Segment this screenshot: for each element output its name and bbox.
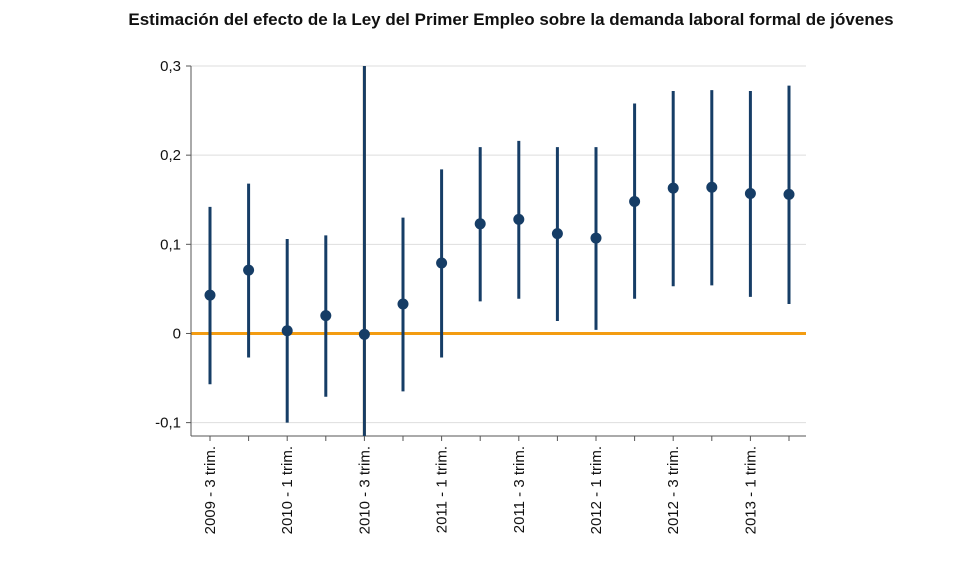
point-estimate: [281, 325, 293, 337]
tick-labels: 0,3 0,2 0,1 0 -0,1 2009 - 3 trim. 2010 - 1 tri…: [155, 58, 759, 534]
data-points: [204, 66, 795, 436]
point-estimate: [590, 232, 602, 244]
y-tick-label: 0: [173, 325, 181, 342]
point-estimate: [783, 188, 795, 200]
point-estimate: [706, 181, 718, 193]
x-tick-label: 2011 - 1 trim.: [434, 446, 451, 533]
point-estimate: [320, 310, 332, 322]
point-estimate: [204, 289, 216, 301]
x-tick-label: 2013 - 1 trim.: [742, 446, 759, 534]
point-estimate: [243, 264, 255, 276]
x-tick-label: 2010 - 1 trim.: [279, 446, 296, 534]
grid-lines: [191, 65, 806, 424]
point-estimate: [436, 257, 448, 269]
point-estimate: [397, 298, 409, 310]
point-estimate: [629, 196, 641, 208]
y-tick-label: 0,2: [160, 147, 181, 164]
point-estimate: [667, 182, 679, 194]
chart-title: Estimación del efecto de la Ley del Prim…: [128, 10, 894, 29]
y-tick-label: -0,1: [155, 415, 181, 432]
point-estimate: [474, 218, 486, 230]
x-tick-label: 2011 - 3 trim.: [511, 446, 528, 533]
reference-lines: [191, 66, 806, 436]
point-estimate: [358, 328, 370, 340]
x-tick-label: 2012 - 1 trim.: [588, 446, 605, 534]
x-tick-label: 2010 - 3 trim.: [356, 446, 373, 534]
axes: [186, 65, 806, 441]
y-tick-label: 0,3: [160, 58, 181, 75]
x-tick-label: 2012 - 3 trim.: [665, 446, 682, 534]
x-tick-label: 2009 - 3 trim.: [202, 446, 219, 534]
point-estimate: [551, 228, 563, 240]
point-estimate: [513, 213, 525, 225]
y-tick-label: 0,1: [160, 236, 181, 253]
point-estimate: [744, 187, 756, 199]
